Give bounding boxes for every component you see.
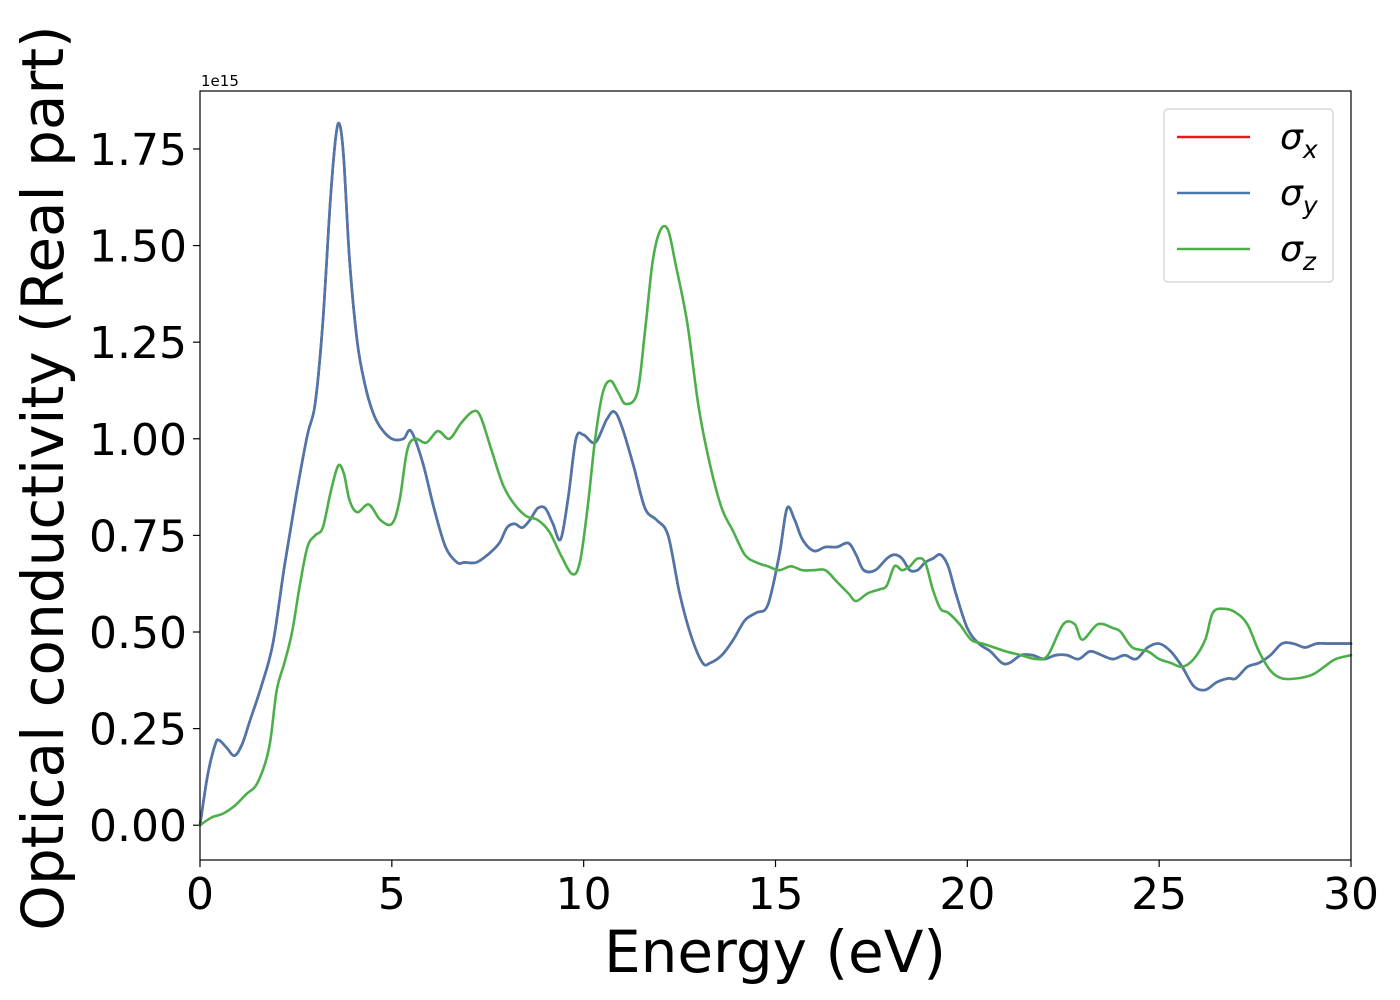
legend-box	[1163, 108, 1334, 283]
series-line-z	[198, 224, 1353, 827]
x-tick-label: 10	[556, 869, 612, 920]
x-tick-label: 15	[748, 869, 804, 920]
x-tick-label: 20	[939, 869, 995, 920]
y-tick-label: 0.25	[89, 705, 187, 756]
x-tick-label: 0	[186, 869, 214, 920]
y-axis-ticks: 0.00 0.25 0.50 0.75 1.00 1.25 1.50 1.75	[89, 125, 200, 852]
y-tick-label: 0.75	[89, 511, 187, 562]
legend-label-symbol: σ	[1280, 229, 1304, 270]
x-axis-label: Energy (eV)	[604, 918, 946, 986]
x-axis-ticks: 0 5 10 15 20 25 30	[186, 860, 1379, 920]
x-tick-label: 5	[378, 869, 406, 920]
legend-label-symbol: σ	[1280, 117, 1304, 158]
plot-area-frame	[199, 90, 1352, 861]
x-tick-label: 25	[1131, 869, 1187, 920]
y-tick-label: 0.50	[89, 608, 187, 659]
y-offset-label: 1e15	[201, 72, 239, 90]
y-tick-label: 1.25	[89, 318, 187, 369]
series-line-y	[198, 121, 1353, 827]
legend-label-x: σx	[1280, 117, 1318, 164]
legend-label-z: σz	[1280, 229, 1317, 276]
y-tick-label: 0.00	[89, 801, 187, 852]
legend-label-y: σy	[1280, 173, 1319, 220]
legend-label-subscript: z	[1302, 247, 1317, 276]
y-tick-label: 1.75	[89, 125, 187, 176]
y-tick-label: 1.50	[89, 222, 187, 273]
series-lines	[198, 121, 1353, 827]
x-tick-label: 30	[1323, 869, 1379, 920]
y-axis-label: Optical conductivity (Real part)	[9, 25, 77, 930]
y-tick-label: 1.00	[89, 415, 187, 466]
legend-label-symbol: σ	[1280, 173, 1304, 214]
legend-label-subscript: y	[1302, 191, 1319, 220]
legend-label-subscript: x	[1302, 135, 1318, 164]
